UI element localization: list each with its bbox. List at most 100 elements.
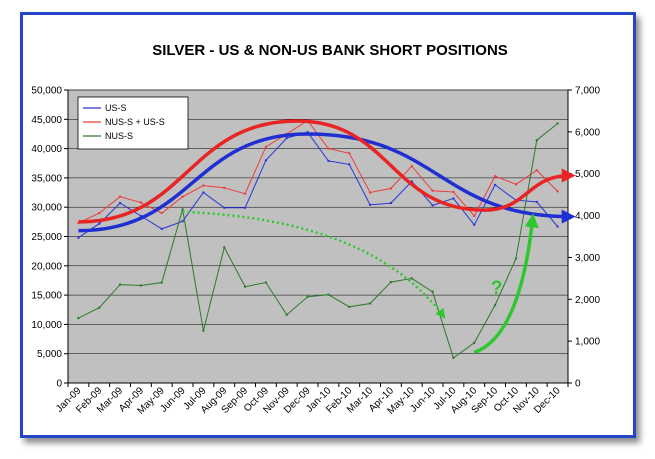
- legend-label-1: NUS-S + US-S: [105, 117, 165, 127]
- data-point: [160, 227, 163, 231]
- data-point: [264, 281, 268, 284]
- data-point: [202, 184, 205, 187]
- right-tick-label: 2,000: [575, 295, 600, 306]
- chart-svg: SILVER - US & NON-US BANK SHORT POSITION…: [31, 42, 600, 417]
- data-point: [535, 169, 538, 172]
- data-point: [181, 195, 184, 198]
- data-point: [368, 203, 372, 207]
- legend-label-2: NUS-S: [105, 131, 133, 141]
- data-point: [264, 145, 268, 149]
- data-point: [98, 306, 101, 309]
- data-point: [452, 190, 455, 194]
- data-point: [556, 225, 559, 228]
- data-point: [139, 201, 143, 204]
- left-tick-label: 25,000: [31, 232, 62, 243]
- series-line-0: [78, 131, 558, 239]
- data-point: [118, 195, 122, 198]
- data-point: [306, 295, 309, 298]
- chart-frame: SILVER - US & NON-US BANK SHORT POSITION…: [20, 12, 636, 438]
- data-point: [473, 214, 476, 218]
- legend-box: [77, 96, 189, 150]
- data-point: [348, 152, 351, 155]
- question-mark: ?: [491, 278, 503, 299]
- data-point: [285, 136, 288, 140]
- data-point: [368, 302, 372, 305]
- right-tick-label: 0: [575, 379, 581, 390]
- data-point: [285, 313, 288, 316]
- data-point: [181, 220, 184, 223]
- data-point: [202, 329, 205, 332]
- left-tick-label: 20,000: [31, 261, 62, 272]
- right-tick-label: 1,000: [575, 337, 600, 348]
- data-point: [452, 356, 455, 360]
- data-point: [348, 305, 351, 309]
- left-tick-label: 10,000: [31, 320, 62, 331]
- data-point: [327, 293, 330, 296]
- right-axis: 0 1,000 2,000 3,000 4,000 5,000 6,000 7,000: [567, 86, 600, 390]
- data-point: [514, 257, 518, 260]
- solid-arrow-green: [473, 213, 539, 355]
- right-tick-label: 6,000: [575, 127, 600, 138]
- data-point: [98, 211, 101, 215]
- dotted-arrow-green: [182, 210, 446, 319]
- data-point: [431, 290, 434, 293]
- data-point: [514, 183, 518, 186]
- trend-arrow-red: [78, 119, 576, 224]
- data-point: [368, 191, 372, 194]
- data-point: [223, 206, 226, 209]
- data-point: [327, 159, 330, 163]
- data-point: [389, 201, 393, 205]
- data-point: [160, 211, 163, 215]
- series-line-2: [78, 123, 558, 359]
- left-tick-label: 0: [56, 379, 62, 390]
- right-tick-label: 4,000: [575, 211, 600, 222]
- data-point: [493, 303, 497, 307]
- data-point: [348, 163, 351, 166]
- data-point: [452, 197, 455, 200]
- data-point: [493, 174, 497, 178]
- data-point: [535, 139, 538, 142]
- data-point: [181, 208, 184, 211]
- data-point: [243, 285, 247, 288]
- left-axis: 0 5,000 10,000 15,000 20,000 25,000 30,000 35,0…: [31, 86, 69, 390]
- data-point: [77, 236, 80, 239]
- data-point: [389, 187, 393, 190]
- annotation-layer: ?: [78, 119, 576, 355]
- data-point: [410, 164, 413, 168]
- right-tick-label: 7,000: [575, 86, 600, 97]
- data-point: [202, 191, 205, 194]
- data-point: [493, 183, 497, 187]
- data-point: [389, 280, 393, 284]
- data-point: [223, 186, 226, 190]
- trend-arrow-blue: [78, 132, 576, 233]
- data-point: [431, 189, 434, 192]
- data-point: [243, 206, 247, 209]
- data-point: [431, 204, 434, 207]
- data-point: [473, 341, 476, 345]
- left-tick-label: 30,000: [31, 203, 62, 214]
- left-tick-label: 15,000: [31, 291, 62, 302]
- left-tick-label: 50,000: [31, 86, 62, 97]
- data-point: [139, 284, 143, 287]
- data-point: [160, 281, 163, 284]
- left-tick-label: 5,000: [37, 349, 62, 360]
- data-point: [535, 200, 538, 204]
- data-point: [264, 159, 268, 162]
- data-point: [77, 316, 80, 320]
- legend: US-S NUS-S + US-S NUS-S: [77, 96, 189, 150]
- data-point: [473, 223, 476, 226]
- left-tick-label: 45,000: [31, 115, 62, 126]
- data-point: [556, 190, 559, 193]
- data-point: [118, 283, 122, 286]
- left-tick-label: 35,000: [31, 173, 62, 184]
- legend-label-0: US-S: [105, 103, 127, 113]
- data-point: [556, 122, 559, 125]
- left-tick-label: 40,000: [31, 144, 62, 155]
- x-axis: Jan-09Feb-09Mar-09Apr-09May-09Jun-09Jul-…: [54, 382, 569, 417]
- data-point: [98, 222, 101, 225]
- data-point: [410, 277, 413, 280]
- data-point: [223, 246, 226, 249]
- data-point: [118, 201, 122, 205]
- data-point: [243, 192, 247, 195]
- right-tick-label: 3,000: [575, 253, 600, 264]
